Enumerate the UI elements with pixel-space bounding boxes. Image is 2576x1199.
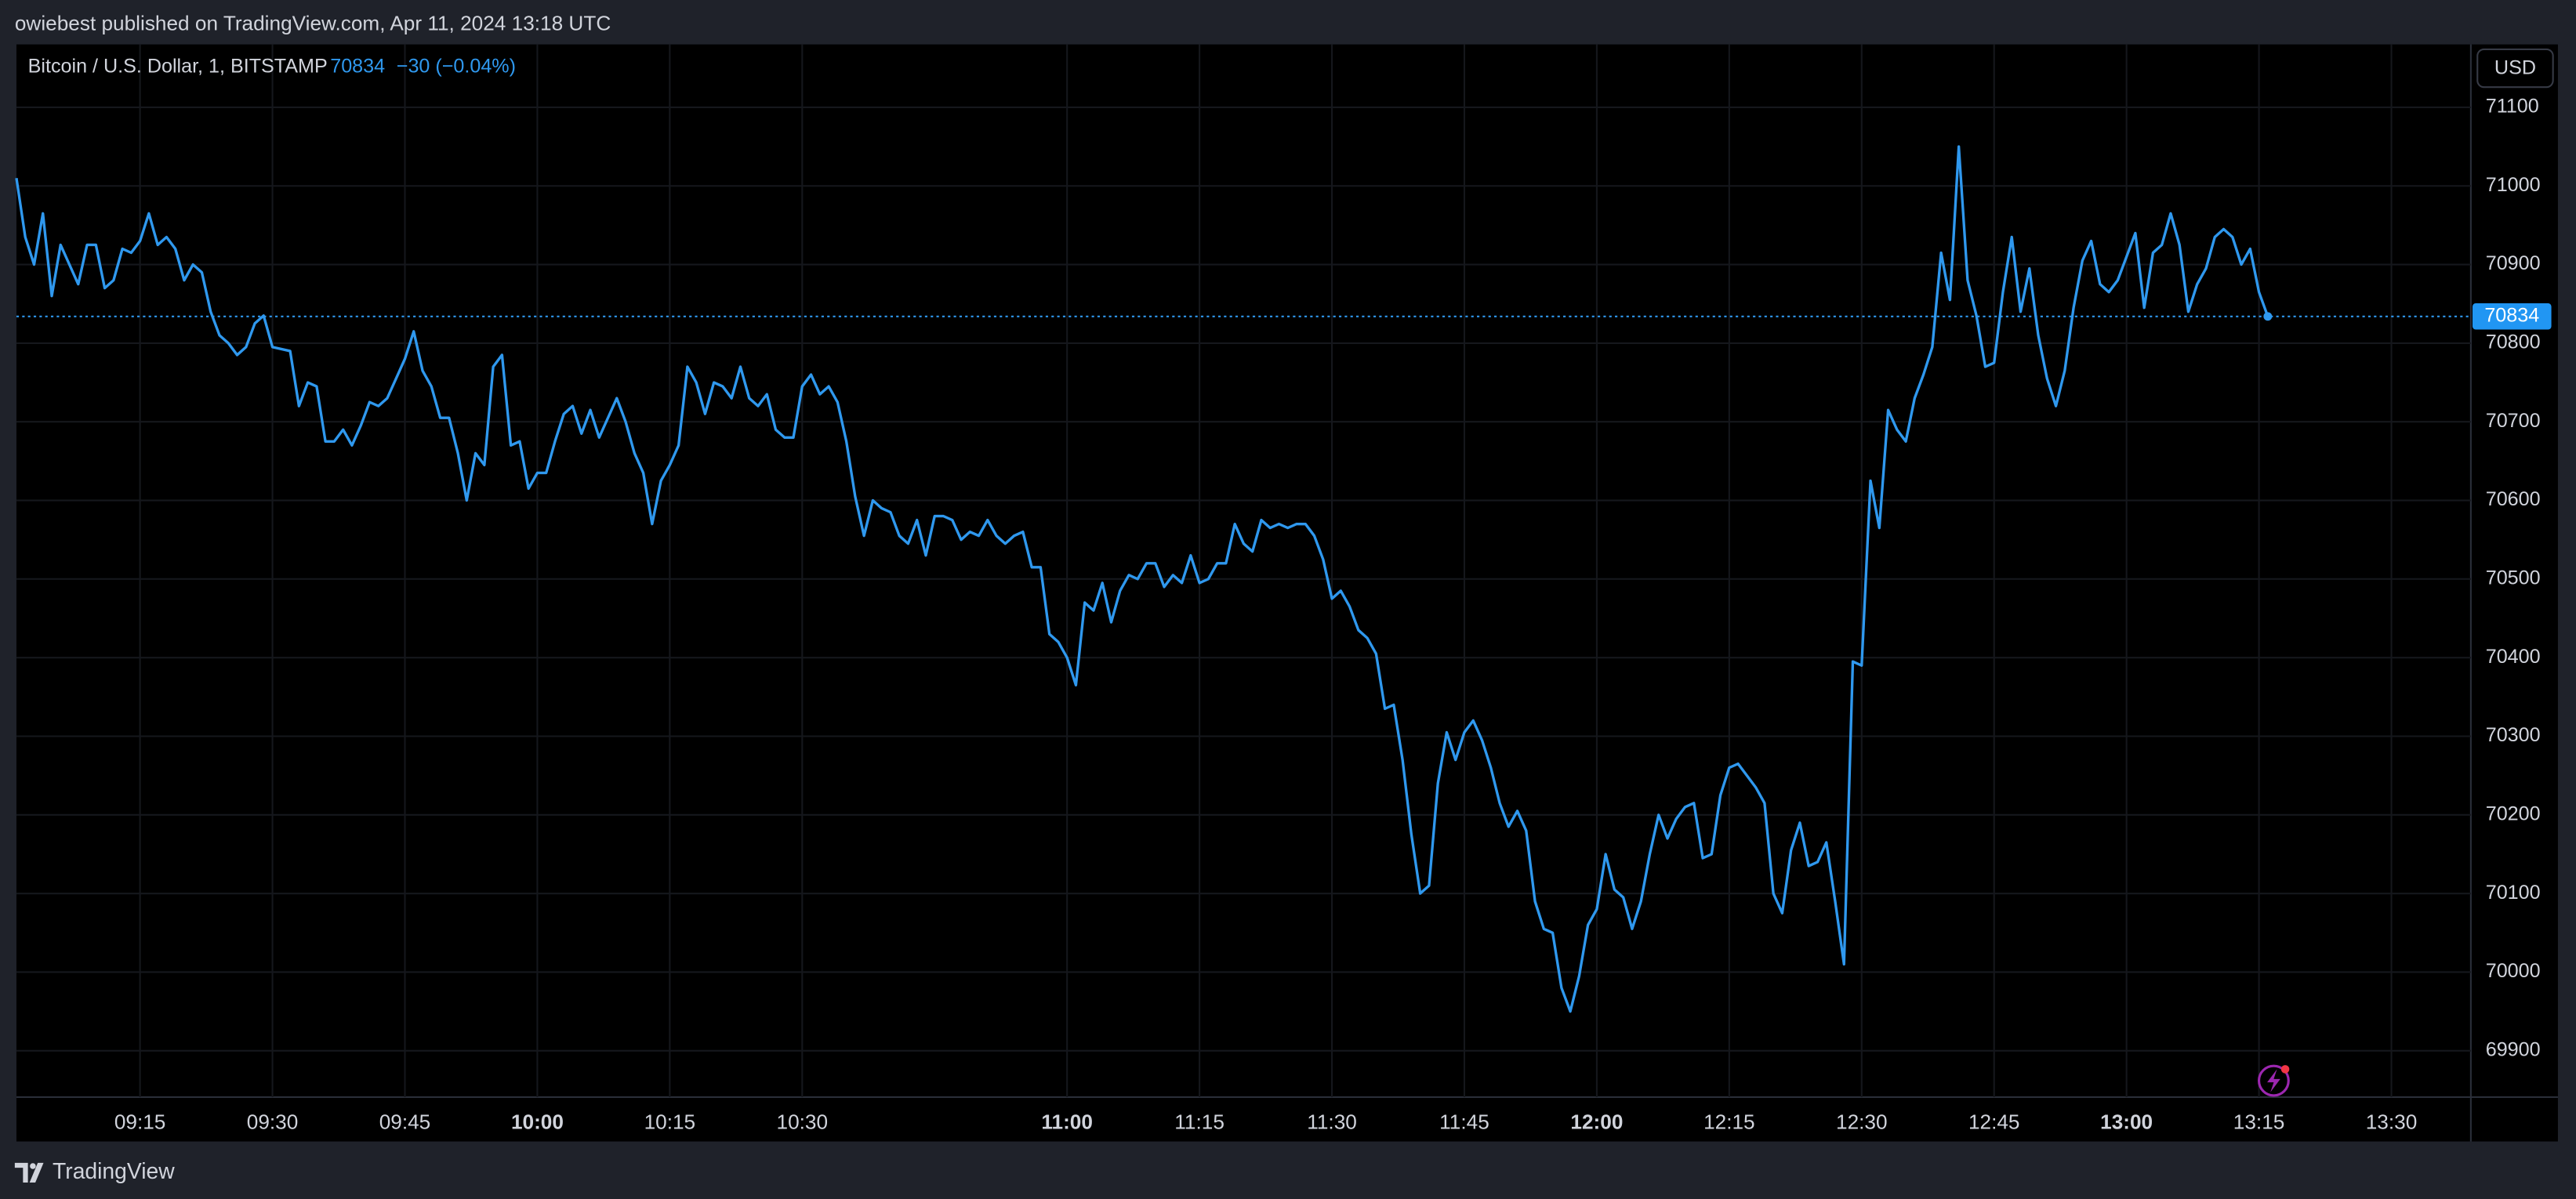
y-tick-label: 70700 <box>2486 410 2541 432</box>
y-tick-label: 69900 <box>2486 1038 2541 1060</box>
x-tick-label: 13:30 <box>2366 1110 2418 1133</box>
y-tick-label: 70100 <box>2486 882 2541 904</box>
x-tick-label: 13:15 <box>2233 1110 2285 1133</box>
x-tick-label: 12:45 <box>1968 1110 2020 1133</box>
last-point <box>2263 312 2273 321</box>
logo-text[interactable]: TradingView <box>53 1158 175 1183</box>
y-tick-label: 70200 <box>2486 802 2541 824</box>
x-tick-label: 11:30 <box>1307 1110 1357 1133</box>
x-tick-label: 12:15 <box>1703 1110 1755 1133</box>
currency-label[interactable]: USD <box>2494 57 2536 79</box>
publish-header: owiebest published on TradingView.com, A… <box>15 11 611 34</box>
legend-change: −30 (−0.04%) <box>397 56 516 78</box>
lightning-icon[interactable] <box>2257 1064 2290 1097</box>
y-tick-label: 71000 <box>2486 174 2541 196</box>
x-tick-label: 12:00 <box>1570 1110 1623 1133</box>
x-tick-label: 11:45 <box>1439 1110 1489 1133</box>
x-tick-label: 10:30 <box>777 1110 829 1133</box>
y-tick-label: 70800 <box>2486 331 2541 353</box>
grid <box>16 44 2471 1097</box>
last-price-tag <box>2472 303 2552 330</box>
y-tick-label: 70500 <box>2486 567 2541 589</box>
logo-dot[interactable] <box>30 1163 36 1169</box>
icon-dot[interactable] <box>2280 1065 2290 1074</box>
y-tick-label: 70300 <box>2486 724 2541 746</box>
chart-panel <box>16 44 2558 1142</box>
icon-bolt[interactable] <box>2267 1069 2280 1092</box>
price-line <box>15 145 2269 1013</box>
tradingview-logo[interactable]: TradingView <box>14 1158 175 1183</box>
y-tick-label: 71100 <box>2486 96 2539 118</box>
y-tick-label: 70000 <box>2486 960 2541 982</box>
x-tick-label: 10:00 <box>511 1110 564 1133</box>
y-tick-label: 70900 <box>2486 252 2541 274</box>
x-tick-label: 10:15 <box>644 1110 696 1133</box>
y-tick-label: 70400 <box>2486 646 2541 668</box>
last-price-label: 70834 <box>2484 304 2539 326</box>
axes: 69900 70000 70100 70200 70300 70400 70500 70600… <box>114 96 2552 1133</box>
y-tick-label: 70600 <box>2486 488 2541 510</box>
icon-ring[interactable] <box>2257 1064 2290 1097</box>
x-tick-label: 09:45 <box>379 1110 431 1133</box>
x-tick-label: 09:30 <box>247 1110 299 1133</box>
x-tick-label: 09:15 <box>114 1110 166 1133</box>
symbol-legend: Bitcoin / U.S. Dollar, 1, BITSTAMP <box>28 56 328 78</box>
x-tick-label: 11:00 <box>1041 1110 1093 1133</box>
x-tick-label: 11:15 <box>1174 1110 1225 1133</box>
legend-price: 70834 <box>330 56 385 78</box>
x-tick-label: 13:00 <box>2100 1110 2153 1133</box>
plot <box>15 145 2471 1013</box>
currency-button[interactable] <box>2476 48 2554 89</box>
logo-mark[interactable] <box>14 1162 44 1183</box>
x-tick-label: 12:30 <box>1836 1110 1888 1133</box>
